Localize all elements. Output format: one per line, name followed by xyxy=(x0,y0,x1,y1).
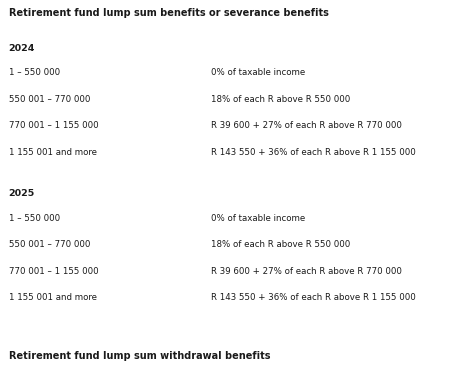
Text: 0% of taxable income: 0% of taxable income xyxy=(211,68,305,77)
Text: Retirement fund lump sum withdrawal benefits: Retirement fund lump sum withdrawal bene… xyxy=(9,351,270,361)
Text: R 143 550 + 36% of each R above R 1 155 000: R 143 550 + 36% of each R above R 1 155 … xyxy=(211,293,416,302)
Text: 0% of taxable income: 0% of taxable income xyxy=(211,214,305,223)
Text: 770 001 – 1 155 000: 770 001 – 1 155 000 xyxy=(9,121,98,130)
Text: 1 155 001 and more: 1 155 001 and more xyxy=(9,293,97,302)
Text: 550 001 – 770 000: 550 001 – 770 000 xyxy=(9,95,90,104)
Text: 18% of each R above R 550 000: 18% of each R above R 550 000 xyxy=(211,240,350,249)
Text: 770 001 – 1 155 000: 770 001 – 1 155 000 xyxy=(9,267,98,276)
Text: 2024: 2024 xyxy=(9,44,35,53)
Text: 18% of each R above R 550 000: 18% of each R above R 550 000 xyxy=(211,95,350,104)
Text: R 39 600 + 27% of each R above R 770 000: R 39 600 + 27% of each R above R 770 000 xyxy=(211,121,402,130)
Text: R 143 550 + 36% of each R above R 1 155 000: R 143 550 + 36% of each R above R 1 155 … xyxy=(211,148,416,157)
Text: Retirement fund lump sum benefits or severance benefits: Retirement fund lump sum benefits or sev… xyxy=(9,8,328,18)
Text: 550 001 – 770 000: 550 001 – 770 000 xyxy=(9,240,90,249)
Text: 1 155 001 and more: 1 155 001 and more xyxy=(9,148,97,157)
Text: R 39 600 + 27% of each R above R 770 000: R 39 600 + 27% of each R above R 770 000 xyxy=(211,267,402,276)
Text: 2025: 2025 xyxy=(9,189,35,198)
Text: 1 – 550 000: 1 – 550 000 xyxy=(9,68,60,77)
Text: 1 – 550 000: 1 – 550 000 xyxy=(9,214,60,223)
